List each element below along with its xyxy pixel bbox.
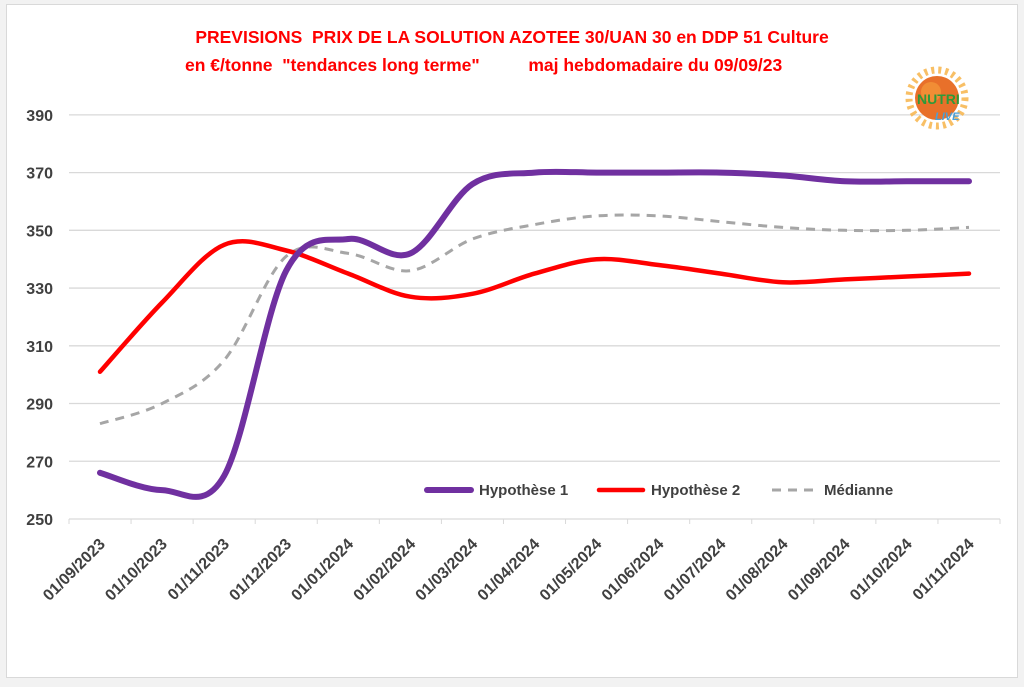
- legend-label-3: Médianne: [824, 482, 893, 499]
- series-layer: [97, 168, 972, 500]
- x-tick-label: 01/06/2024: [599, 536, 668, 605]
- x-tick-label: 01/10/2023: [102, 536, 171, 605]
- series-line-1: [97, 168, 972, 500]
- x-tick-label: 01/01/2024: [288, 536, 357, 605]
- legend-label-2: Hypothèse 2: [651, 482, 740, 499]
- logo-text-live: LIVE: [935, 111, 960, 123]
- x-tick-label: 01/03/2024: [413, 536, 482, 605]
- x-tick-label: 01/09/2024: [785, 536, 854, 605]
- nutrilive-logo: NUTRI LIVE: [905, 66, 969, 130]
- x-tick-label: 01/08/2024: [723, 536, 792, 605]
- y-tick-label: 310: [26, 339, 53, 356]
- y-tick-label: 370: [26, 166, 53, 183]
- x-tick-label: 01/09/2023: [40, 536, 109, 605]
- x-tick-label: 01/10/2024: [847, 536, 916, 605]
- grid-layer: [69, 114, 1000, 520]
- chart-frame: 250 270 290 310 330 350 370 390 01/09/2023 01/10…: [6, 4, 1018, 678]
- x-tick-label: 01/11/2024: [910, 536, 978, 604]
- y-tick-label: 330: [26, 281, 53, 298]
- legend-label-1: Hypothèse 1: [479, 482, 568, 499]
- logo-text-nutri: NUTRI: [917, 91, 960, 107]
- x-axis: 01/09/202301/10/202301/11/202301/12/2023…: [40, 519, 1001, 605]
- series-line-3: [99, 213, 970, 426]
- y-axis: 250 270 290 310 330 350 370 390: [26, 108, 53, 529]
- y-tick-label: 390: [26, 108, 53, 125]
- x-tick-label: 01/04/2024: [475, 536, 544, 605]
- y-tick-label: 350: [26, 223, 53, 240]
- x-tick-label: 01/05/2024: [537, 536, 606, 605]
- x-tick-label: 01/07/2024: [661, 536, 730, 605]
- y-tick-label: 250: [26, 512, 53, 529]
- y-tick-label: 270: [26, 454, 53, 471]
- x-tick-label: 01/12/2023: [226, 536, 295, 605]
- x-tick-label: 01/11/2023: [165, 536, 233, 604]
- y-tick-label: 290: [26, 397, 53, 414]
- series-line-2: [97, 239, 972, 375]
- x-tick-label: 01/02/2024: [351, 536, 420, 605]
- sun-rays-icon: [905, 66, 969, 130]
- legend: Hypothèse 1 Hypothèse 2 Médianne: [424, 482, 893, 499]
